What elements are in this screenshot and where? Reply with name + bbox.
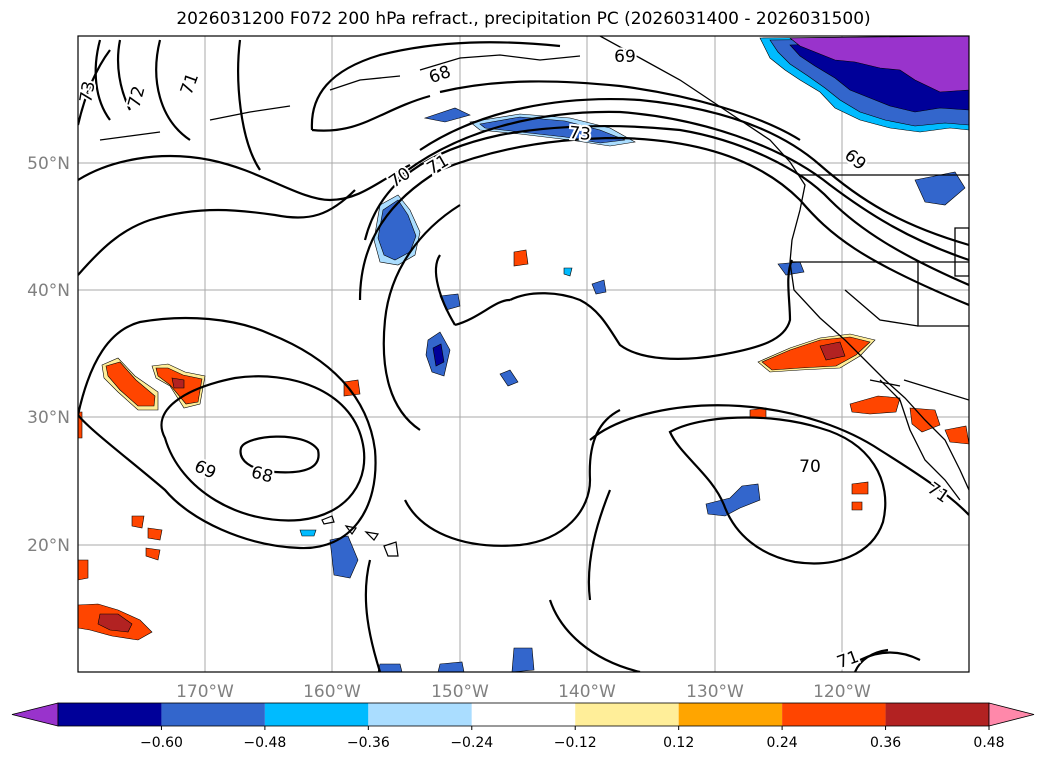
- colorbar-box: [58, 703, 162, 726]
- colorbar-box: [678, 703, 783, 726]
- lon-label-170w: 170°W: [176, 682, 234, 702]
- colorbar-tick-label: 0.36: [870, 735, 901, 751]
- hawaii-islands: [321, 515, 399, 557]
- map-frame: [77, 35, 970, 673]
- longitude-labels: 170°W 160°W 150°W 140°W 130°W 120°W: [176, 682, 871, 702]
- colorbar-tick-label: −0.12: [554, 735, 597, 751]
- lon-label-140w: 140°W: [558, 682, 616, 702]
- contour-label: 69: [614, 47, 636, 67]
- colorbar-tick-label: 0.48: [973, 735, 1004, 751]
- lon-label-160w: 160°W: [303, 682, 361, 702]
- colorbar: −0.60 −0.48 −0.36 −0.24 −0.12 0.12 0.24 0.36 0.4…: [11, 702, 1035, 751]
- colorbar-tick-label: 0.12: [663, 735, 694, 751]
- colorbar-tick-label: −0.24: [450, 735, 493, 751]
- precip-positive-shading: [78, 249, 969, 641]
- colorbar-tick-label: 0.24: [767, 735, 798, 751]
- lat-label-20: 20°N: [27, 536, 70, 556]
- map-title: 2026031200 F072 200 hPa refract., precip…: [176, 9, 871, 29]
- colorbar-box: [575, 703, 679, 726]
- colorbar-box: [368, 703, 472, 726]
- lat-label-50: 50°N: [27, 154, 70, 174]
- colorbar-tick-label: −0.48: [243, 735, 286, 751]
- colorbar-extend-high: [988, 702, 1035, 727]
- colorbar-boxes: [11, 702, 1035, 727]
- refractivity-contours: [78, 39, 969, 672]
- contour-label: 73: [568, 123, 591, 145]
- contour-label: 70: [799, 457, 821, 477]
- colorbar-tick-label: −0.60: [140, 735, 183, 751]
- lat-label-30: 30°N: [27, 408, 70, 428]
- lon-label-120w: 120°W: [813, 682, 871, 702]
- colorbar-box: [782, 703, 886, 726]
- lat-label-40: 40°N: [27, 281, 70, 301]
- colorbar-box: [885, 703, 989, 726]
- colorbar-tick-label: −0.36: [347, 735, 390, 751]
- latitude-labels: 50°N 40°N 30°N 20°N: [27, 154, 70, 556]
- colorbar-ticks: −0.60 −0.48 −0.36 −0.24 −0.12 0.12 0.24 0.36 0.4…: [140, 726, 1005, 751]
- colorbar-box: [471, 703, 576, 726]
- contour-label: 73: [76, 80, 99, 105]
- colorbar-box: [264, 703, 369, 726]
- lon-label-150w: 150°W: [431, 682, 489, 702]
- lon-label-130w: 130°W: [686, 682, 744, 702]
- colorbar-box: [161, 703, 265, 726]
- colorbar-extend-low: [11, 702, 59, 727]
